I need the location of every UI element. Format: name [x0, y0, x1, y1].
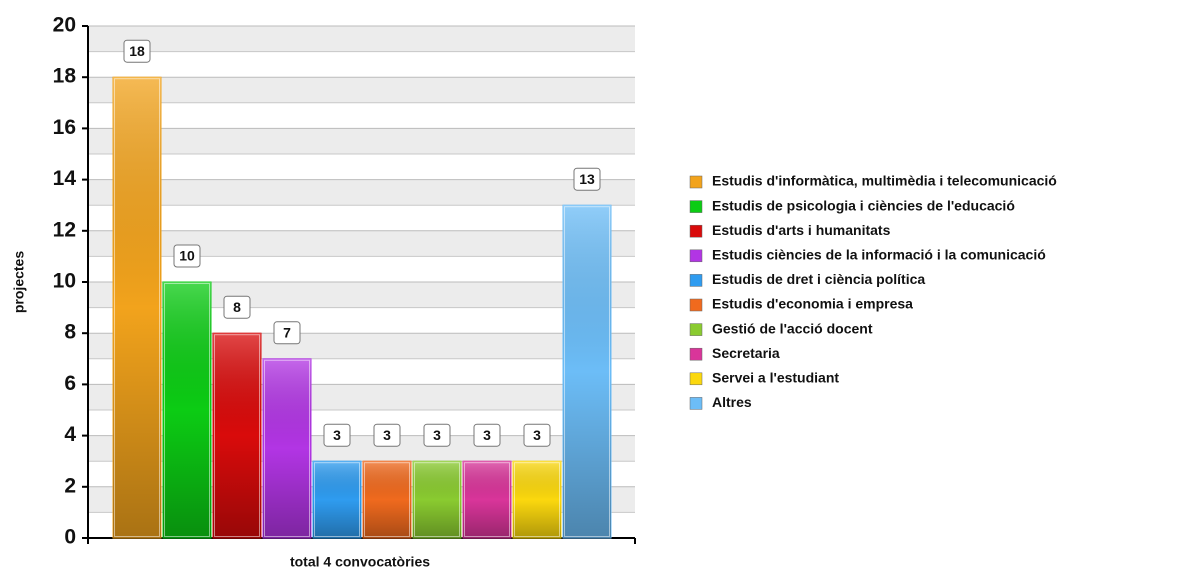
legend-label: Gestió de l'acció docent: [712, 320, 873, 336]
bar-highlight: [164, 283, 210, 537]
value-label-box: [473, 423, 501, 447]
grid-stripe: [88, 179, 635, 206]
value-label-box: [323, 423, 351, 447]
bar-highlight: [514, 462, 560, 538]
bar-shade: [563, 205, 611, 538]
bar-highlight: [264, 359, 310, 537]
value-label: 3: [433, 427, 441, 443]
value-label-box: [273, 321, 301, 345]
bar-shade: [263, 358, 311, 538]
value-label-box: [173, 244, 201, 268]
bar-highlight: [114, 78, 160, 537]
y-tick-label: 4: [64, 423, 76, 446]
legend-label: Estudis de psicologia i ciències de l'ed…: [712, 197, 1015, 213]
value-label: 18: [129, 43, 145, 59]
value-label-box: [523, 423, 551, 447]
value-label: 13: [579, 171, 595, 187]
value-label: 10: [179, 248, 195, 264]
bar-highlight: [214, 334, 260, 538]
legend-swatch: [689, 200, 703, 213]
bar-shade: [113, 77, 161, 538]
legend-label: Altres: [712, 394, 752, 410]
y-tick-label: 8: [64, 321, 76, 344]
value-label-box: [573, 167, 601, 191]
legend-label: Servei a l'estudiant: [712, 370, 839, 386]
y-tick-label: 6: [64, 372, 76, 395]
legend-label: Estudis d'arts i humanitats: [712, 222, 891, 238]
y-tick-label: 14: [53, 167, 77, 190]
y-axis-label: projectes: [11, 251, 27, 313]
legend-swatch: [689, 298, 703, 312]
bar-highlight: [464, 462, 510, 538]
value-label-box: [423, 423, 451, 447]
grid-stripe: [88, 230, 635, 257]
bar-shade: [463, 461, 511, 538]
y-tick-label: 2: [64, 474, 76, 497]
grid-stripe: [88, 128, 635, 154]
bar-shade: [213, 333, 261, 538]
bar-shade: [413, 461, 461, 538]
bar-highlight: [364, 462, 410, 538]
bar-shade: [163, 282, 211, 538]
legend-label: Secretaria: [712, 345, 780, 361]
legend-swatch: [689, 175, 703, 189]
legend-label: Estudis ciències de la informació i la c…: [712, 247, 1046, 263]
x-tick-label: total 4 convocatòries: [290, 554, 430, 570]
y-tick-label: 16: [53, 116, 76, 139]
legend-label: Estudis de dret i ciència política: [712, 271, 925, 287]
value-label: 3: [483, 427, 491, 443]
bar-shade: [363, 461, 411, 538]
legend-label: Estudis d'economia i empresa: [712, 296, 913, 312]
value-label: 3: [383, 427, 391, 443]
y-tick-label: 0: [64, 526, 76, 549]
y-tick-label: 20: [53, 14, 76, 37]
legend-swatch: [689, 323, 703, 336]
grid-stripe: [88, 77, 635, 103]
value-label: 3: [533, 427, 541, 443]
value-label: 3: [333, 427, 341, 443]
grid-stripe: [88, 26, 635, 52]
legend-label: Estudis d'informàtica, multimèdia i tele…: [712, 173, 1057, 189]
y-tick-label: 10: [53, 270, 76, 293]
legend-swatch: [689, 372, 703, 386]
bar-shade: [513, 461, 561, 538]
bar-highlight: [314, 462, 360, 538]
value-label-box: [223, 295, 251, 319]
bar-shade: [313, 461, 361, 538]
y-tick-label: 18: [53, 65, 77, 88]
bar-highlight: [414, 462, 460, 538]
value-label: 8: [233, 299, 241, 315]
legend-swatch: [689, 249, 703, 263]
legend-swatch: [689, 224, 703, 238]
bar-highlight: [564, 206, 610, 537]
legend-swatch: [689, 397, 703, 410]
value-label: 7: [283, 325, 291, 341]
value-label-box: [373, 423, 401, 447]
legend-swatch: [689, 347, 703, 361]
legend-swatch: [689, 274, 703, 287]
value-label-box: [123, 39, 151, 63]
y-tick-label: 12: [53, 218, 76, 241]
